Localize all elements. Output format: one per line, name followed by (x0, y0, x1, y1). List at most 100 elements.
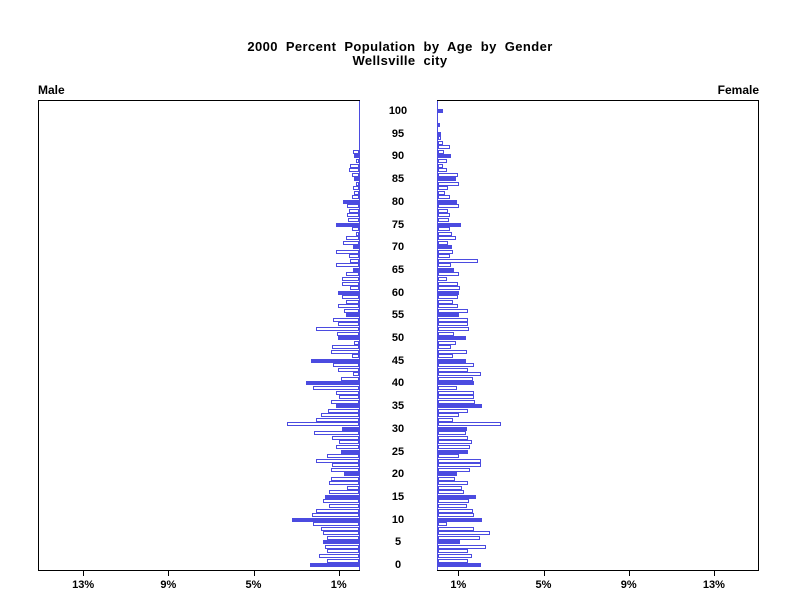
male-age-80-bar (343, 199, 359, 204)
male-age-26-bar (336, 445, 359, 449)
male-age-7-bar (323, 531, 359, 536)
age-tick-label-15: 15 (391, 490, 405, 503)
male-age-24-bar (327, 454, 359, 458)
female-pct-tick-5 (543, 571, 545, 576)
female-pct-tick-9 (628, 571, 630, 576)
female-age-84-bar (438, 181, 459, 186)
female-age-34-bar (438, 408, 468, 413)
male-age-40-bar (306, 381, 359, 386)
female-age-69-bar (438, 249, 453, 254)
age-tick-label-95: 95 (391, 127, 405, 140)
female-age-31-bar (438, 422, 501, 427)
chart-title: 2000 Percent Population by Age by Gender… (0, 40, 800, 68)
female-age-53-bar (438, 322, 468, 327)
male-age-54-bar (333, 317, 359, 322)
female-age-18-bar (438, 481, 468, 486)
male-age-16-bar (329, 490, 359, 495)
male-age-12-bar (316, 508, 359, 513)
female-age-10-bar (438, 517, 482, 522)
female-age-54-bar (438, 317, 468, 322)
female-age-26-bar (438, 445, 470, 449)
female-age-3-bar (438, 549, 468, 554)
male-age-18-bar (329, 481, 359, 486)
female-age-41-bar (438, 376, 473, 381)
male-age-25-bar (341, 449, 359, 454)
female-age-89-bar (438, 158, 447, 163)
male-age-72-bar (346, 236, 359, 241)
male-age-27-bar (339, 440, 359, 445)
male-age-47-bar (331, 349, 359, 354)
male-age-67-bar (350, 258, 359, 263)
female-age-14-bar (438, 499, 469, 504)
male-age-87-bar (349, 168, 359, 172)
male-age-15-bar (325, 494, 359, 499)
male-age-33-bar (321, 413, 359, 418)
male-pct-tick-5 (253, 571, 255, 576)
male-age-82-bar (354, 190, 359, 195)
female-age-88-bar (438, 163, 443, 168)
male-age-64-bar (346, 272, 359, 277)
female-age-1-bar (438, 558, 468, 563)
age-tick-label-40: 40 (391, 377, 405, 390)
male-age-68-bar (349, 254, 359, 259)
male-pct-label-13: 13% (72, 579, 95, 591)
male-age-51-bar (337, 331, 359, 336)
male-age-81-bar (352, 195, 359, 200)
male-age-89-bar (356, 158, 359, 163)
female-age-6-bar (438, 535, 480, 540)
male-age-22-bar (332, 463, 359, 468)
male-age-60-bar (338, 290, 359, 295)
female-age-76-bar (438, 218, 449, 222)
female-age-7-bar (438, 531, 490, 536)
male-age-77-bar (347, 213, 359, 218)
male-pct-tick-13 (83, 571, 85, 576)
female-age-15-bar (438, 494, 476, 499)
female-age-62-bar (438, 281, 458, 286)
age-tick-label-5: 5 (394, 536, 402, 549)
female-age-72-bar (438, 236, 456, 241)
female-age-20-bar (438, 472, 457, 477)
male-age-45-bar (311, 358, 359, 363)
female-age-25-bar (438, 449, 468, 454)
female-age-66-bar (438, 263, 451, 268)
female-age-65-bar (438, 267, 454, 272)
male-age-0-bar (310, 563, 359, 567)
male-age-29-bar (314, 431, 359, 436)
male-age-37-bar (339, 395, 359, 399)
male-age-9-bar (313, 522, 359, 527)
male-age-78-bar (349, 208, 359, 213)
male-age-88-bar (350, 163, 359, 168)
male-age-3-bar (327, 549, 359, 554)
male-pct-tick-9 (168, 571, 170, 576)
female-age-97-bar (438, 122, 440, 127)
male-age-20-bar (344, 472, 359, 477)
female-pct-label-5: 5% (535, 579, 552, 591)
male-age-46-bar (352, 354, 359, 359)
male-baseline-axis (359, 101, 360, 570)
male-age-75-bar (336, 222, 359, 227)
female-age-51-bar (438, 331, 454, 336)
male-age-42-bar (353, 372, 359, 377)
male-age-6-bar (327, 535, 359, 540)
male-age-8-bar (321, 526, 359, 531)
female-age-12-bar (438, 508, 473, 513)
male-age-76-bar (348, 218, 359, 222)
female-age-64-bar (438, 272, 459, 277)
female-pct-tick-1 (458, 571, 460, 576)
age-tick-label-90: 90 (391, 150, 405, 163)
age-tick-label-25: 25 (391, 445, 405, 458)
female-age-22-bar (438, 463, 481, 468)
male-age-4-bar (325, 544, 359, 549)
female-pct-tick-13 (713, 571, 715, 576)
female-age-36-bar (438, 399, 475, 404)
female-age-73-bar (438, 231, 452, 236)
female-age-87-bar (438, 168, 447, 172)
female-age-63-bar (438, 277, 447, 281)
male-age-1-bar (327, 558, 359, 563)
female-baseline-axis (437, 101, 438, 570)
female-pyramid-panel (437, 100, 759, 571)
male-age-57-bar (338, 304, 359, 309)
male-age-70-bar (353, 245, 359, 250)
female-age-58-bar (438, 299, 453, 304)
female-age-80-bar (438, 199, 457, 204)
